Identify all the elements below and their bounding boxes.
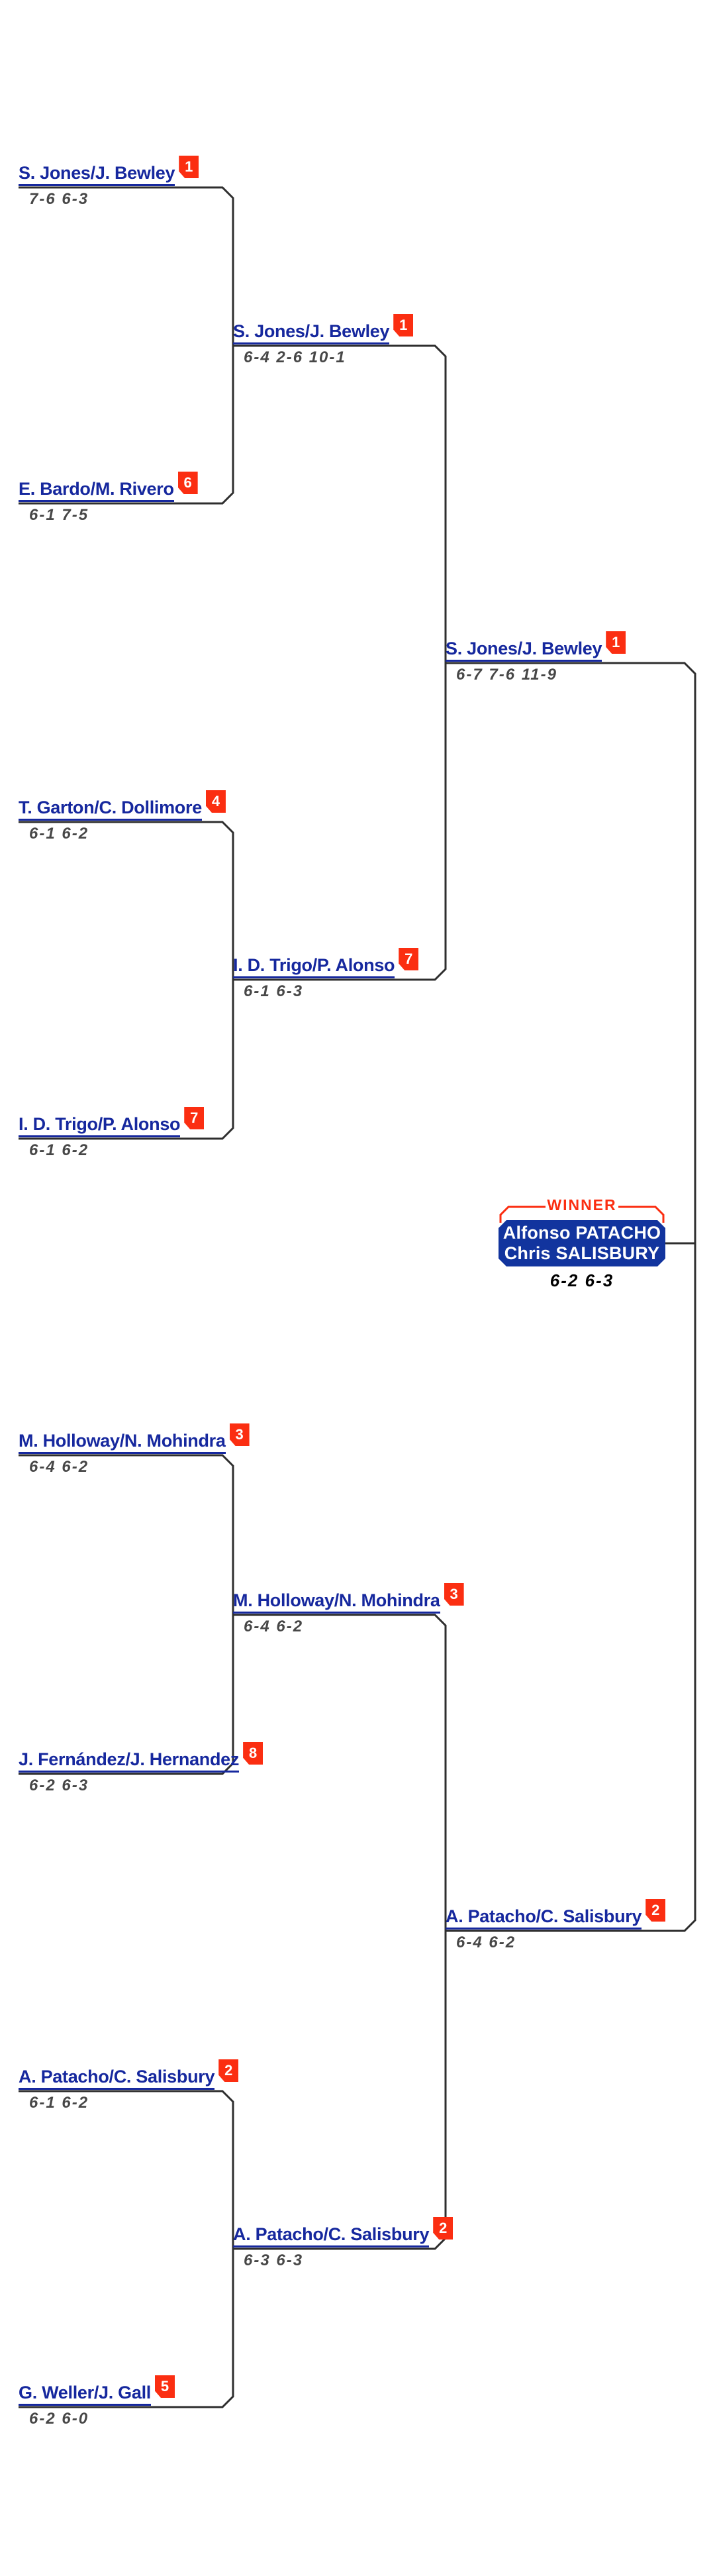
match-entry-r1-bardo-rivero: E. Bardo/M. Rivero 6 6-1 7-5 (19, 472, 198, 525)
match-entry-r1-patacho-salisbury: A. Patacho/C. Salisbury 2 6-1 6-2 (19, 2059, 239, 2112)
seed-badge: 1 (179, 156, 199, 178)
team-name-link[interactable]: J. Fernández/J. Hernandez (19, 1751, 239, 1773)
team-name-link[interactable]: A. Patacho/C. Salisbury (19, 2068, 215, 2090)
match-entry-r1-holloway-mohindra: M. Holloway/N. Mohindra 3 6-4 6-2 (19, 1423, 250, 1476)
match-score: 6-3 6-3 (244, 2251, 304, 2269)
match-entry-r1-trigo-alonso: I. D. Trigo/P. Alonso 7 6-1 6-2 (19, 1107, 205, 1160)
match-entry-r1-weller-gall: G. Weller/J. Gall 5 6-2 6-0 (19, 2375, 175, 2428)
match-score: 6-2 6-3 (29, 1777, 89, 1794)
match-entry-final-jones-bewley: S. Jones/J. Bewley 1 6-7 7-6 11-9 (446, 631, 626, 684)
match-entry-r1-jones-bewley: S. Jones/J. Bewley 1 7-6 6-3 (19, 156, 199, 209)
team-name-link[interactable]: S. Jones/J. Bewley (446, 640, 602, 662)
match-score: 6-1 7-5 (29, 506, 89, 524)
seed-badge: 4 (205, 790, 226, 813)
match-score: 6-2 6-0 (29, 2410, 89, 2428)
match-entry-r2-jones-bewley: S. Jones/J. Bewley 1 6-4 2-6 10-1 (233, 314, 414, 367)
seed-badge: 6 (177, 472, 198, 494)
team-name-link[interactable]: S. Jones/J. Bewley (19, 164, 175, 186)
match-score: 6-1 6-2 (29, 1141, 89, 1159)
winner-label: WINNER (547, 1196, 617, 1213)
team-name-link[interactable]: S. Jones/J. Bewley (233, 323, 390, 344)
seed-badge: 8 (243, 1742, 263, 1765)
winner-player-2: Chris SALISBURY (504, 1243, 660, 1263)
winner-frame-icon (499, 1206, 665, 1223)
match-score: 6-1 6-2 (29, 2094, 89, 2112)
seed-badge: 2 (433, 2217, 453, 2240)
winner-box: Alfonso PATACHO Chris SALISBURY (499, 1220, 665, 1266)
seed-badge: 5 (154, 2375, 175, 2398)
match-entry-final-patacho-salisbury: A. Patacho/C. Salisbury 2 6-4 6-2 (446, 1899, 666, 1952)
match-entry-r2-trigo-alonso: I. D. Trigo/P. Alonso 7 6-1 6-3 (233, 948, 419, 1001)
seed-badge: 2 (645, 1899, 666, 1922)
match-entry-r1-fernandez-hernandez: J. Fernández/J. Hernandez 8 6-2 6-3 (19, 1742, 263, 1795)
team-name-link[interactable]: A. Patacho/C. Salisbury (446, 1908, 642, 1930)
match-entry-r2-patacho-salisbury: A. Patacho/C. Salisbury 2 6-3 6-3 (233, 2217, 453, 2270)
match-entry-r2-holloway-mohindra: M. Holloway/N. Mohindra 3 6-4 6-2 (233, 1583, 464, 1636)
team-name-link[interactable]: M. Holloway/N. Mohindra (233, 1592, 440, 1614)
match-score: 6-4 2-6 10-1 (244, 348, 346, 366)
match-score: 6-7 7-6 11-9 (456, 666, 557, 684)
team-name-link[interactable]: M. Holloway/N. Mohindra (19, 1432, 226, 1454)
seed-badge: 1 (606, 631, 626, 654)
team-name-link[interactable]: A. Patacho/C. Salisbury (233, 2226, 430, 2247)
team-name-link[interactable]: I. D. Trigo/P. Alonso (233, 956, 395, 978)
team-name-link[interactable]: G. Weller/J. Gall (19, 2384, 151, 2406)
seed-badge: 7 (399, 948, 419, 970)
seed-badge: 1 (393, 314, 414, 336)
match-score: 6-1 6-2 (29, 825, 89, 843)
seed-badge: 7 (184, 1107, 205, 1129)
seed-badge: 3 (229, 1423, 250, 1446)
match-score: 6-4 6-2 (456, 1933, 516, 1951)
seed-badge: 2 (218, 2059, 239, 2082)
team-name-link[interactable]: E. Bardo/M. Rivero (19, 480, 174, 502)
team-name-link[interactable]: I. D. Trigo/P. Alonso (19, 1115, 181, 1137)
match-score: 6-4 6-2 (244, 1618, 304, 1635)
match-score: 6-4 6-2 (29, 1458, 89, 1476)
seed-badge: 3 (444, 1583, 464, 1606)
match-score: 7-6 6-3 (29, 190, 89, 208)
team-name-link[interactable]: T. Garton/C. Dollimore (19, 799, 202, 821)
winner-player-1: Alfonso PATACHO (502, 1223, 661, 1243)
match-entry-r1-garton-dollimore: T. Garton/C. Dollimore 4 6-1 6-2 (19, 790, 226, 843)
winner-final-score: 6-2 6-3 (549, 1270, 614, 1290)
match-score: 6-1 6-3 (244, 982, 304, 1000)
